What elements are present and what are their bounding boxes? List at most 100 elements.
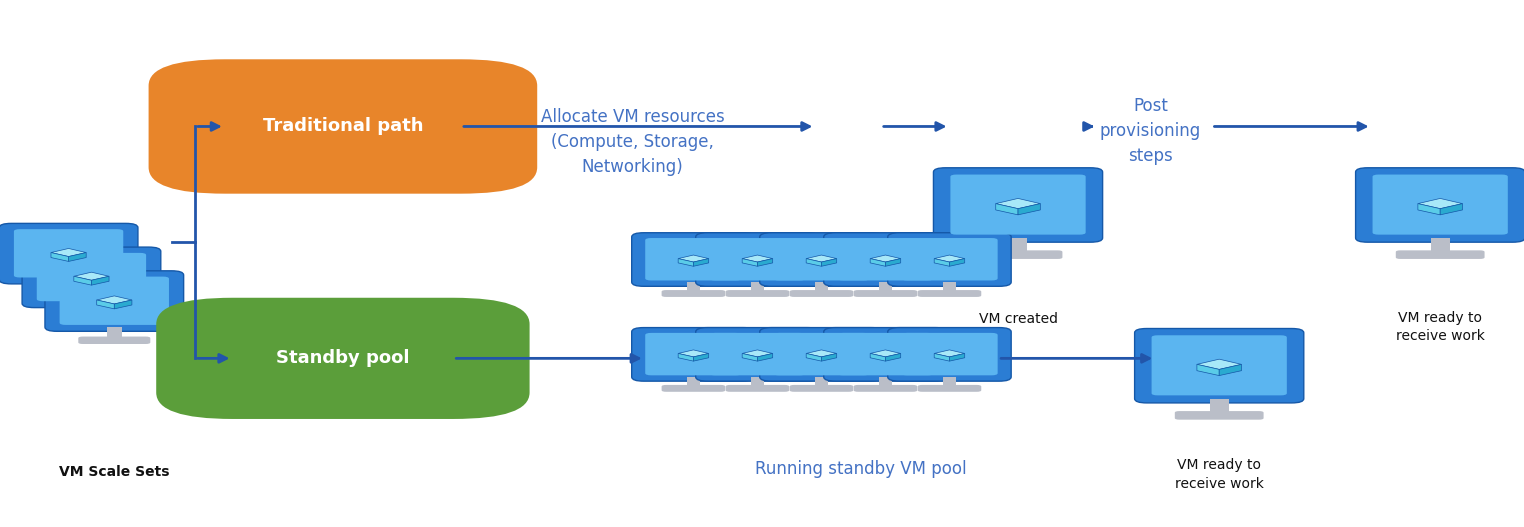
Polygon shape [1417,203,1440,215]
Polygon shape [96,296,133,304]
Bar [1431,238,1449,252]
Polygon shape [73,272,110,280]
Polygon shape [1219,364,1242,376]
FancyBboxPatch shape [661,385,725,392]
Polygon shape [1440,203,1463,215]
Polygon shape [806,259,821,266]
Text: VM ready to
receive work: VM ready to receive work [1396,310,1484,343]
FancyBboxPatch shape [760,233,884,286]
FancyBboxPatch shape [823,233,946,286]
FancyBboxPatch shape [1134,328,1305,403]
FancyBboxPatch shape [951,174,1085,235]
Bar [751,282,764,291]
Bar [879,282,892,291]
Polygon shape [870,350,901,357]
Polygon shape [806,255,837,262]
Bar [751,377,764,386]
Bar [943,282,956,291]
Polygon shape [806,354,821,361]
FancyBboxPatch shape [837,333,934,375]
Polygon shape [114,300,133,309]
Polygon shape [742,259,757,266]
FancyBboxPatch shape [14,229,123,278]
FancyBboxPatch shape [0,223,137,284]
FancyBboxPatch shape [661,290,725,297]
Polygon shape [870,255,901,262]
Polygon shape [995,203,1018,215]
Polygon shape [96,300,114,309]
Bar [687,377,700,386]
FancyBboxPatch shape [760,328,884,381]
FancyBboxPatch shape [917,290,981,297]
Polygon shape [678,255,709,262]
Polygon shape [934,354,949,361]
FancyBboxPatch shape [695,233,820,286]
Bar [61,280,76,291]
FancyBboxPatch shape [645,238,742,280]
Polygon shape [821,259,837,266]
Polygon shape [693,259,709,266]
Bar [84,304,99,315]
FancyBboxPatch shape [725,290,789,297]
Polygon shape [742,255,773,262]
FancyBboxPatch shape [1152,335,1286,395]
Polygon shape [806,350,837,357]
Polygon shape [870,259,885,266]
FancyBboxPatch shape [149,60,538,194]
FancyBboxPatch shape [1175,411,1263,419]
FancyBboxPatch shape [709,238,806,280]
Bar [815,377,828,386]
FancyBboxPatch shape [933,168,1103,242]
Polygon shape [693,354,709,361]
Polygon shape [50,248,87,257]
FancyBboxPatch shape [853,385,917,392]
FancyBboxPatch shape [823,328,946,381]
FancyBboxPatch shape [78,337,151,344]
Bar [815,282,828,291]
FancyBboxPatch shape [37,253,146,301]
Polygon shape [949,259,965,266]
Text: VM created: VM created [978,312,1058,326]
Polygon shape [678,354,693,361]
FancyBboxPatch shape [773,238,870,280]
FancyBboxPatch shape [1373,174,1507,235]
Polygon shape [1417,199,1463,209]
FancyBboxPatch shape [157,298,530,419]
FancyBboxPatch shape [773,333,870,375]
Polygon shape [1018,203,1041,215]
FancyBboxPatch shape [631,328,754,381]
FancyBboxPatch shape [695,328,820,381]
Bar [107,327,122,338]
Text: VM ready to
receive work: VM ready to receive work [1175,458,1263,491]
FancyBboxPatch shape [974,250,1062,259]
Polygon shape [995,199,1041,209]
FancyBboxPatch shape [645,333,742,375]
FancyBboxPatch shape [59,277,169,325]
Polygon shape [678,259,693,266]
Text: Standby pool: Standby pool [276,349,410,367]
Polygon shape [870,354,885,361]
Polygon shape [757,259,773,266]
Polygon shape [742,350,773,357]
Polygon shape [885,259,901,266]
Polygon shape [1196,364,1219,376]
Bar [943,377,956,386]
Text: Allocate VM resources
(Compute, Storage,
Networking): Allocate VM resources (Compute, Storage,… [541,108,724,176]
FancyBboxPatch shape [725,385,789,392]
Polygon shape [821,354,837,361]
FancyBboxPatch shape [837,238,934,280]
Polygon shape [885,354,901,361]
FancyBboxPatch shape [887,328,1012,381]
FancyBboxPatch shape [1396,250,1484,259]
Polygon shape [73,276,91,285]
Text: Post
provisioning
steps: Post provisioning steps [1100,97,1201,165]
FancyBboxPatch shape [709,333,806,375]
FancyBboxPatch shape [853,290,917,297]
Polygon shape [50,252,69,261]
FancyBboxPatch shape [917,385,981,392]
FancyBboxPatch shape [887,233,1012,286]
Polygon shape [934,259,949,266]
Polygon shape [91,276,110,285]
FancyBboxPatch shape [631,233,754,286]
FancyBboxPatch shape [46,271,183,331]
